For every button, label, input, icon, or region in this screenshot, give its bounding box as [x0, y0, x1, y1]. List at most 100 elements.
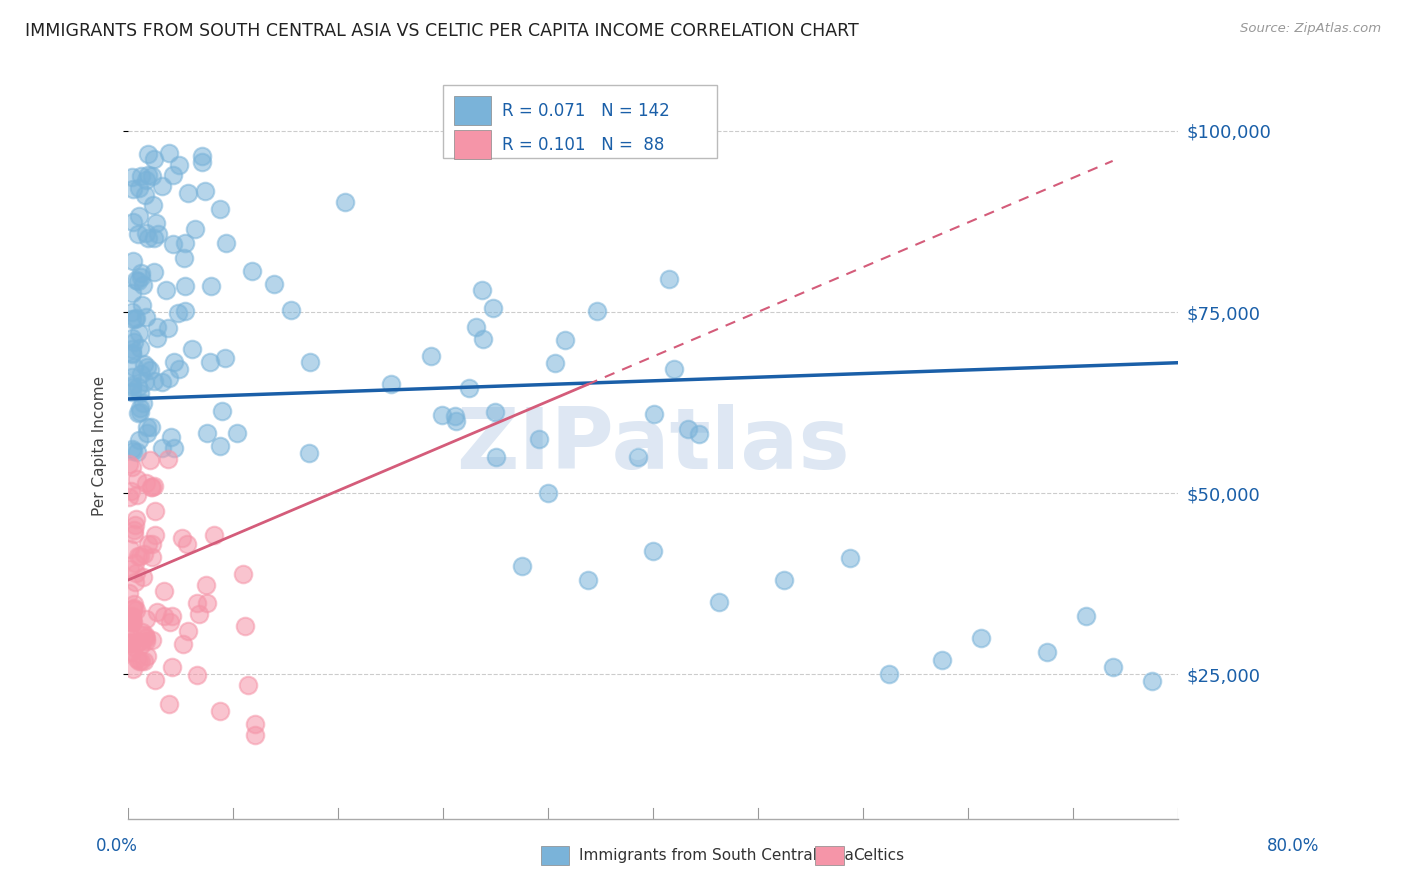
Point	[198, 355, 221, 369]
Point	[173, 251, 195, 265]
Point	[143, 673, 166, 688]
Point	[142, 478, 165, 492]
Point	[131, 625, 153, 640]
Point	[129, 270, 152, 285]
Point	[160, 659, 183, 673]
Point	[124, 312, 146, 326]
Point	[121, 378, 143, 392]
Y-axis label: Per Capita Income: Per Capita Income	[93, 376, 107, 516]
Point	[157, 452, 180, 467]
Point	[148, 227, 170, 241]
Point	[419, 349, 441, 363]
Point	[120, 631, 142, 645]
Point	[125, 603, 148, 617]
Point	[125, 273, 148, 287]
Point	[136, 648, 159, 663]
Point	[136, 147, 159, 161]
Point	[186, 596, 208, 610]
Point	[134, 375, 156, 389]
Point	[128, 181, 150, 195]
Text: Source: ZipAtlas.com: Source: ZipAtlas.com	[1240, 22, 1381, 36]
Point	[157, 697, 180, 711]
Point	[970, 631, 993, 645]
Point	[174, 304, 197, 318]
Point	[1076, 609, 1098, 624]
Point	[121, 345, 143, 359]
Point	[298, 446, 321, 460]
Point	[127, 407, 149, 421]
Point	[135, 310, 157, 324]
Point	[153, 584, 176, 599]
Point	[118, 585, 141, 599]
Point	[430, 409, 453, 423]
Point	[194, 578, 217, 592]
Point	[537, 486, 560, 500]
Point	[121, 254, 143, 268]
Point	[124, 311, 146, 326]
Point	[131, 638, 153, 652]
Point	[135, 172, 157, 186]
Point	[176, 537, 198, 551]
Point	[129, 367, 152, 381]
Point	[243, 717, 266, 731]
Point	[122, 523, 145, 537]
Point	[141, 419, 163, 434]
Point	[132, 277, 155, 292]
Point	[160, 609, 183, 624]
Point	[143, 231, 166, 245]
Point	[688, 426, 710, 441]
Point	[128, 326, 150, 340]
Point	[120, 483, 142, 498]
Point	[121, 614, 143, 628]
Point	[235, 619, 257, 633]
Point	[122, 601, 145, 615]
Point	[121, 612, 143, 626]
Point	[146, 331, 169, 345]
Point	[122, 182, 145, 196]
Point	[146, 320, 169, 334]
Point	[155, 283, 177, 297]
Text: R = 0.071   N = 142: R = 0.071 N = 142	[502, 102, 669, 120]
Point	[141, 480, 163, 494]
Point	[141, 537, 163, 551]
Point	[127, 652, 149, 666]
Point	[879, 667, 901, 681]
Point	[127, 488, 149, 502]
Point	[129, 385, 152, 400]
Point	[208, 202, 231, 216]
Point	[135, 475, 157, 490]
Point	[174, 236, 197, 251]
Point	[129, 266, 152, 280]
Point	[152, 608, 174, 623]
Point	[127, 227, 149, 241]
Point	[121, 169, 143, 184]
Point	[146, 605, 169, 619]
Point	[245, 728, 267, 742]
Point	[209, 439, 232, 453]
Point	[132, 396, 155, 410]
Point	[127, 274, 149, 288]
Point	[122, 527, 145, 541]
Point	[162, 236, 184, 251]
Point	[174, 279, 197, 293]
Point	[135, 226, 157, 240]
Point	[481, 301, 503, 315]
Point	[527, 432, 550, 446]
Point	[132, 570, 155, 584]
Point	[120, 644, 142, 658]
Point	[443, 409, 465, 423]
Point	[122, 443, 145, 458]
Point	[167, 306, 190, 320]
Point	[141, 632, 163, 647]
Point	[510, 558, 533, 573]
Point	[211, 403, 233, 417]
Point	[136, 231, 159, 245]
Point	[145, 217, 167, 231]
Point	[127, 635, 149, 649]
Point	[172, 637, 194, 651]
Point	[150, 178, 173, 193]
Point	[134, 628, 156, 642]
Point	[135, 425, 157, 440]
Point	[122, 360, 145, 375]
Point	[333, 195, 356, 210]
